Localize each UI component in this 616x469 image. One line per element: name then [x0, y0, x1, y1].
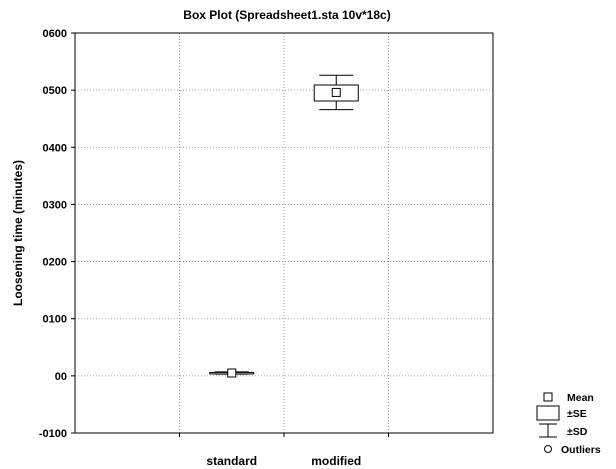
y-tick-label: 0500	[43, 85, 67, 97]
chart-title: Box Plot (Spreadsheet1.sta 10v*18c)	[183, 8, 390, 22]
grid-lines	[75, 33, 493, 433]
y-axis-ticks: -0100 00 0100 0200 0300 0400 0500 0600	[39, 28, 75, 440]
y-tick-label: 0200	[43, 257, 67, 269]
legend: Mean ±SE ±SD Outliers	[536, 392, 601, 456]
y-tick-label: -0100	[39, 428, 67, 440]
legend-se-symbol	[536, 405, 560, 421]
y-axis-label: Loosening time (minutes)	[11, 160, 25, 306]
legend-outliers-label: Outliers	[561, 444, 601, 456]
y-tick-label: 0400	[43, 142, 67, 154]
legend-sd-label: ±SD	[567, 426, 588, 438]
legend-se-label: ±SE	[567, 408, 587, 420]
legend-outlier-symbol	[544, 445, 552, 453]
y-tick-label: 0600	[43, 28, 67, 40]
y-tick-label: 00	[55, 371, 67, 383]
mean-marker	[227, 368, 237, 378]
legend-mean-label: Mean	[567, 392, 594, 404]
box-group	[209, 368, 255, 378]
y-tick-label: 0300	[43, 199, 67, 211]
y-tick-label: 0100	[43, 314, 67, 326]
x-category-label: standard	[206, 454, 257, 468]
box-series	[209, 74, 359, 378]
mean-marker	[331, 87, 341, 97]
legend-mean-symbol	[543, 392, 553, 402]
x-axis-ticks: standard modified	[179, 433, 389, 468]
x-category-label: modified	[311, 454, 361, 468]
box-group	[313, 74, 359, 111]
